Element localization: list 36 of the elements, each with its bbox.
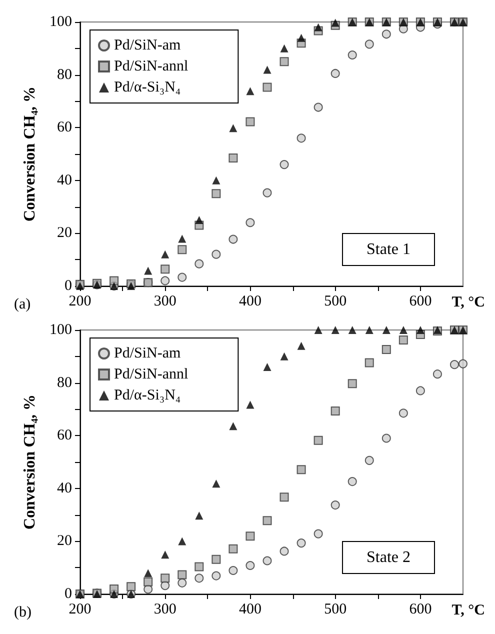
legend-label: Pd/SiN-annl — [114, 366, 188, 382]
y-tick-label: 100 — [50, 322, 72, 338]
x-tick-label: 500 — [324, 294, 347, 310]
annotation: State 1 — [366, 241, 411, 258]
text: (a) — [14, 296, 31, 312]
x-tick-label: 400 — [238, 294, 262, 310]
x-axis-title: T, °C — [452, 294, 486, 310]
y-axis-title: Conversion CH₄, % — [22, 394, 38, 530]
y-tick-label: 60 — [57, 120, 72, 136]
x-tick-label: 300 — [154, 294, 176, 310]
legend-label: Pd/α-Si₃N₄ — [114, 80, 181, 96]
text: (b) — [14, 604, 32, 620]
y-axis-title: Conversion CH₄, % — [22, 86, 38, 222]
y-tick-label: 40 — [57, 480, 72, 496]
y-tick-label: 80 — [57, 66, 72, 83]
y-tick-label: 100 — [50, 14, 72, 30]
x-tick-label: 600 — [409, 294, 432, 310]
y-tick-label: 0 — [64, 586, 72, 602]
y-tick-label: 60 — [57, 428, 72, 444]
legend-label: Pd/SiN-am — [114, 346, 182, 362]
x-tick-label: 600 — [409, 602, 432, 618]
legend-label: Pd/SiN-am — [114, 38, 182, 54]
legend-label: Pd/α-Si₃N₄ — [114, 388, 181, 404]
x-tick-label: 200 — [68, 602, 92, 618]
annotation: State 2 — [366, 549, 411, 566]
x-tick-label: 400 — [238, 602, 262, 618]
x-tick-label: 200 — [68, 294, 92, 310]
y-tick-label: 40 — [57, 172, 72, 188]
y-tick-label: 20 — [57, 533, 72, 550]
y-tick-label: 80 — [57, 374, 72, 391]
y-tick-label: 20 — [57, 225, 72, 242]
x-tick-label: 300 — [154, 602, 176, 618]
x-tick-label: 500 — [324, 602, 347, 618]
x-axis-title: T, °C — [452, 602, 486, 618]
legend-label: Pd/SiN-annl — [114, 58, 188, 74]
y-tick-label: 0 — [64, 278, 72, 294]
